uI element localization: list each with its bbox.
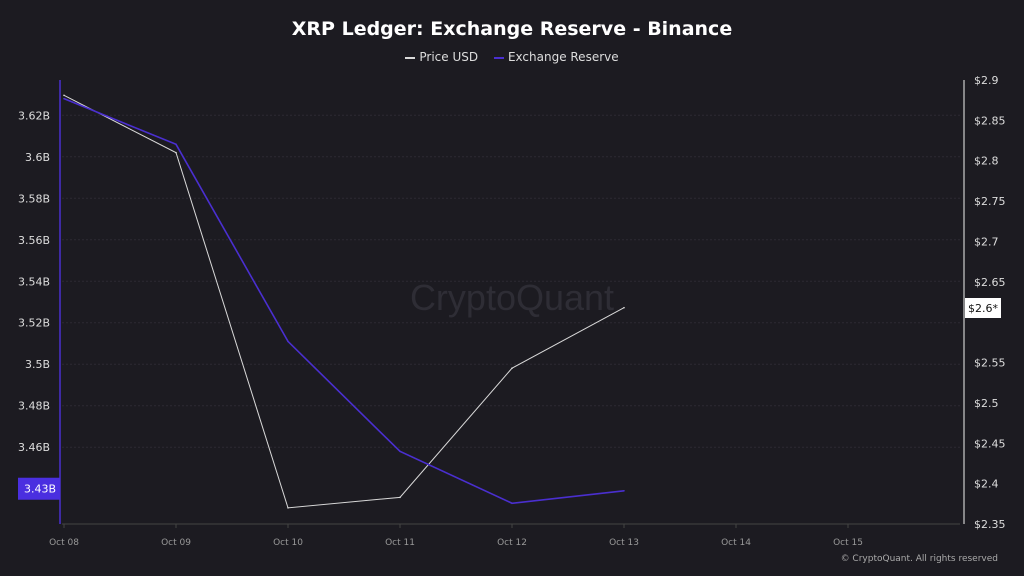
right-current-label: $2.6* [968,302,998,315]
left-tick-label: 3.58B [18,192,50,205]
data-point [175,143,177,146]
left-tick-label: 3.52B [18,317,50,330]
right-tick-label: $2.8 [974,155,999,168]
chart-title: XRP Ledger: Exchange Reserve - Binance [291,18,733,40]
x-tick-label: Oct 14 [721,538,751,548]
legend-swatch [493,56,504,59]
left-tick-label: 3.56B [18,234,50,247]
right-tick-label: $2.35 [974,518,1006,531]
left-current-label: 3.43B [24,483,56,496]
left-tick-label: 3.54B [18,275,50,288]
right-tick-label: $2.85 [974,114,1006,127]
right-tick-label: $2.75 [974,195,1006,208]
right-tick-label: $2.5 [974,397,999,410]
x-tick-label: Oct 13 [609,538,639,548]
legend-item-reserve[interactable]: Exchange Reserve [493,50,619,64]
left-tick-label: 3.46B [18,441,50,454]
data-point [63,94,65,97]
data-point [511,502,513,505]
data-point [399,496,401,499]
right-current-badge [965,298,1001,318]
right-tick-label: $2.55 [974,357,1006,370]
watermark: CryptoQuant [410,277,614,318]
legend-swatch [405,56,416,59]
legend-item-price[interactable]: Price USD [405,50,478,64]
left-tick-label: 3.62B [18,109,50,122]
legend-label: Exchange Reserve [507,50,619,64]
x-tick-label: Oct 15 [833,538,863,548]
right-tick-label: $2.65 [974,276,1006,289]
x-tick-label: Oct 12 [497,538,527,548]
data-point [175,151,177,154]
right-tick-label: $2.4 [974,478,999,491]
series-line-reserve [63,97,625,505]
data-point [623,306,625,309]
x-tick-label: Oct 09 [161,538,191,548]
data-point [287,340,289,343]
x-tick-label: Oct 10 [273,538,303,548]
x-tick-label: Oct 08 [49,538,79,548]
legend: Price USD Exchange Reserve [0,50,1024,64]
right-tick-label: $2.7 [974,235,999,248]
data-point [399,450,401,453]
right-tick-label: $2.9 [974,74,999,87]
data-point [511,367,513,369]
legend-label: Price USD [419,50,479,64]
left-tick-label: 3.5B [25,358,50,371]
data-point [287,507,289,509]
left-current-badge [18,477,60,500]
data-point [63,97,65,100]
copyright: © CryptoQuant. All rights reserved [840,554,998,564]
left-tick-label: 3.48B [18,400,50,413]
series-line-price [63,94,625,509]
data-point [623,490,625,492]
x-tick-label: Oct 11 [385,538,415,548]
right-tick-label: $2.45 [974,437,1006,450]
left-tick-label: 3.6B [25,151,50,164]
